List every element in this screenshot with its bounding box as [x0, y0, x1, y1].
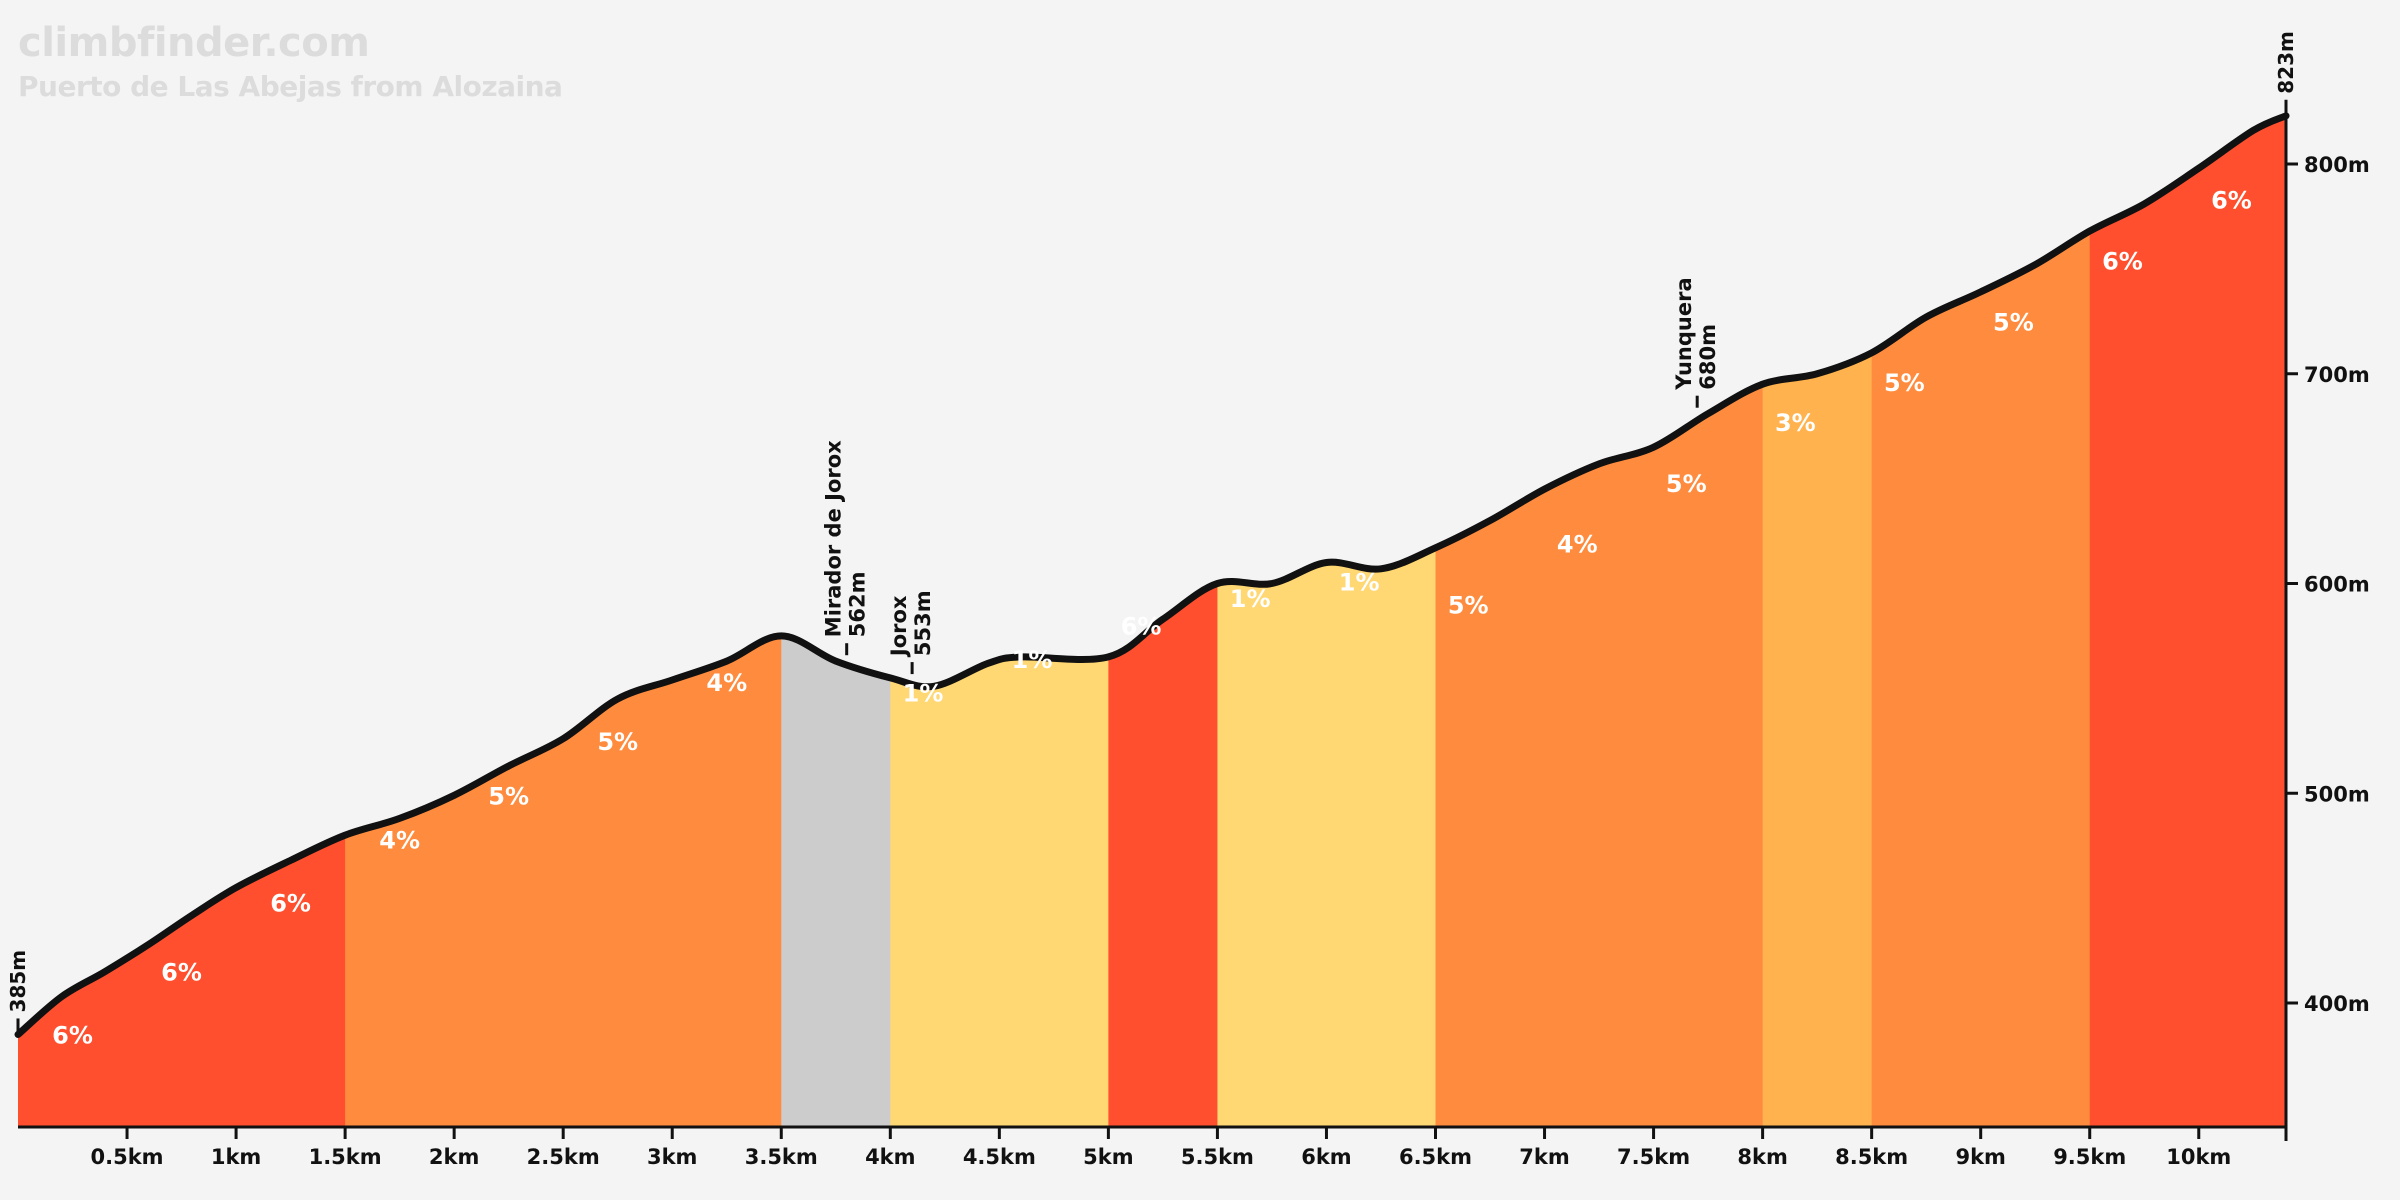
y-tick-label: 600m	[2304, 573, 2370, 597]
x-tick-label: 5km	[1083, 1145, 1133, 1169]
grade-label: 3%	[1775, 409, 1816, 437]
y-tick-label: 800m	[2304, 153, 2370, 177]
poi-name: Mirador de Jorox	[822, 440, 846, 637]
grade-label: 6%	[270, 889, 311, 917]
x-tick-label: 7.5km	[1617, 1145, 1690, 1169]
grade-label: 5%	[488, 782, 529, 810]
start-elevation-label: 385m	[6, 950, 30, 1013]
points-of-interest: Mirador de Jorox 562m Jorox 553m Yunquera 680…	[822, 277, 1720, 675]
grade-segment-7	[1435, 115, 1764, 1127]
x-tick-label: 8km	[1737, 1145, 1787, 1169]
grade-label: 1%	[903, 680, 944, 708]
grade-label: 6%	[2211, 187, 2252, 215]
y-tick-label: 500m	[2304, 782, 2370, 806]
grade-label: 6%	[52, 1021, 93, 1049]
grade-segment-5	[1108, 115, 1219, 1127]
axes: 0.5km 1km 1.5km 2km 2.5km 3km 3.5km 4km 4.5km 5km…	[6, 31, 2370, 1169]
x-tick-label: 7km	[1519, 1145, 1569, 1169]
grade-segment-10	[2089, 115, 2286, 1127]
grade-labels: 6% 6% 6% 4% 5% 5% 4% 1% 1% 6% 1% 1% 5% 4% 5% 3% 5% 5% 6% 6%	[52, 187, 2252, 1050]
grade-segment-9	[1871, 115, 2091, 1127]
grade-label: 6%	[2102, 247, 2143, 275]
x-tick-label: 1km	[211, 1145, 261, 1169]
x-tick-label: 4km	[865, 1145, 915, 1169]
grade-label: 6%	[1121, 612, 1162, 640]
grade-label: 1%	[1339, 568, 1380, 596]
y-tick-label: 400m	[2304, 992, 2370, 1016]
grade-label: 4%	[1557, 531, 1598, 559]
x-tick-label: 6km	[1301, 1145, 1351, 1169]
x-tick-label: 1.5km	[309, 1145, 382, 1169]
grade-label: 5%	[1448, 591, 1489, 619]
x-tick-label: 8.5km	[1835, 1145, 1908, 1169]
x-tick-label: 3km	[647, 1145, 697, 1169]
grade-label: 5%	[1666, 470, 1707, 498]
x-tick-label: 6.5km	[1399, 1145, 1472, 1169]
elevation-profile-line	[14, 112, 2290, 1038]
site-brand: climbfinder.com	[18, 20, 370, 66]
x-tick-label: 9.5km	[2053, 1145, 2126, 1169]
climb-title: Puerto de Las Abejas from Alozaina	[18, 70, 563, 103]
x-tick-label: 0.5km	[91, 1145, 164, 1169]
grade-label: 1%	[1230, 585, 1271, 613]
grade-label: 5%	[597, 728, 638, 756]
grade-label: 5%	[1993, 308, 2034, 336]
x-tick-label: 5.5km	[1181, 1145, 1254, 1169]
grade-segments	[18, 115, 2286, 1127]
x-tick-label: 4.5km	[963, 1145, 1036, 1169]
poi-elevation: 553m	[911, 590, 935, 656]
grade-segment-4	[890, 115, 1109, 1127]
x-tick-label: 2km	[429, 1145, 479, 1169]
poi-name: Yunquera	[1672, 277, 1696, 390]
y-tick-label: 700m	[2304, 363, 2370, 387]
x-tick-label: 10km	[2166, 1145, 2231, 1169]
grade-label: 4%	[706, 669, 747, 697]
end-elevation-label: 823m	[2274, 31, 2298, 94]
grade-label: 5%	[1884, 369, 1925, 397]
poi-elevation: 562m	[846, 571, 870, 637]
grade-segment-8	[1762, 115, 1873, 1127]
grade-label: 1%	[1012, 646, 1053, 674]
x-tick-label: 2.5km	[527, 1145, 600, 1169]
poi-name: Jorox	[887, 595, 911, 658]
x-tick-label: 9km	[1955, 1145, 2005, 1169]
grade-segment-2	[345, 115, 782, 1127]
poi-elevation: 680m	[1696, 324, 1720, 390]
grade-label: 6%	[161, 959, 202, 987]
x-tick-label: 3.5km	[745, 1145, 818, 1169]
grade-label: 4%	[379, 826, 420, 854]
